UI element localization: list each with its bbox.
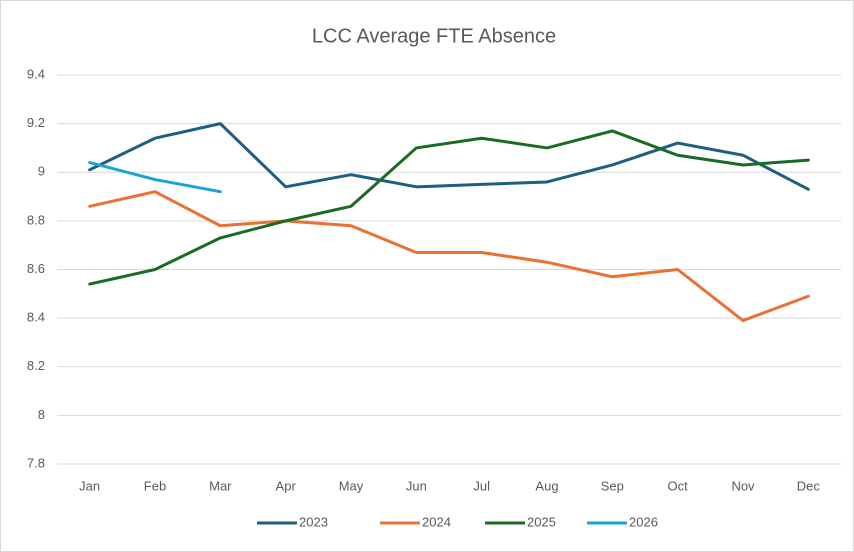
x-tick-label: Jul [473, 478, 490, 493]
y-tick-label: 8.8 [27, 212, 45, 227]
y-tick-label: 8 [38, 407, 45, 422]
series-line [88, 190, 810, 323]
y-tick-label: 8.6 [27, 261, 45, 276]
x-tick-label: Jun [406, 478, 427, 493]
y-tick-label: 9 [38, 164, 45, 179]
legend-label: 2025 [527, 514, 556, 529]
x-tick-label: Dec [797, 478, 821, 493]
y-tick-label: 9.4 [27, 66, 45, 81]
x-tick-label: Mar [209, 478, 232, 493]
x-tick-label: May [339, 478, 364, 493]
x-tick-label: Nov [731, 478, 755, 493]
x-tick-label: Apr [276, 478, 297, 493]
series-line [88, 122, 810, 191]
series-line [88, 129, 810, 286]
legend-label: 2024 [422, 514, 451, 529]
chart-title: LCC Average FTE Absence [312, 25, 556, 47]
y-tick-label: 8.4 [27, 310, 45, 325]
x-tick-label: Feb [144, 478, 166, 493]
y-tick-label: 8.2 [27, 358, 45, 373]
y-tick-label: 9.2 [27, 115, 45, 130]
x-tick-label: Oct [668, 478, 689, 493]
x-tick-label: Jan [79, 478, 100, 493]
x-tick-label: Aug [535, 478, 558, 493]
x-tick-label: Sep [601, 478, 624, 493]
legend-label: 2026 [629, 514, 658, 529]
legend-label: 2023 [299, 514, 328, 529]
y-tick-label: 7.8 [27, 455, 45, 470]
series-line [88, 161, 222, 194]
